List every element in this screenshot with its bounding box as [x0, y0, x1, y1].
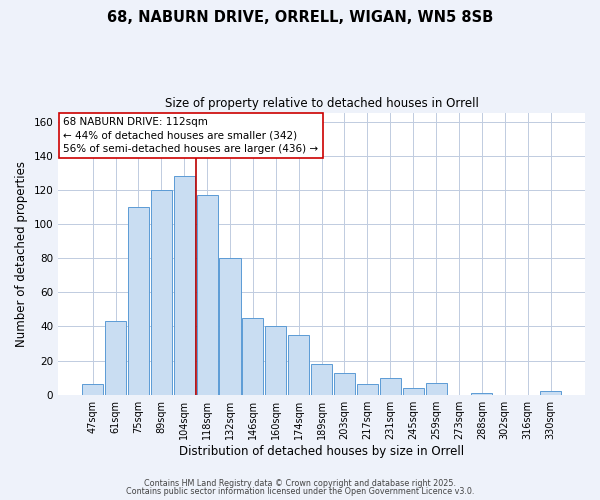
Title: Size of property relative to detached houses in Orrell: Size of property relative to detached ho… [164, 98, 479, 110]
Bar [173, 176, 195, 394]
Text: Contains HM Land Registry data © Crown copyright and database right 2025.: Contains HM Land Registry data © Crown c… [144, 478, 456, 488]
Bar [311, 364, 332, 394]
Bar [472, 393, 493, 394]
Bar [82, 384, 103, 394]
Bar [403, 388, 424, 394]
Bar [242, 318, 263, 394]
Text: 68 NABURN DRIVE: 112sqm
← 44% of detached houses are smaller (342)
56% of semi-d: 68 NABURN DRIVE: 112sqm ← 44% of detache… [64, 118, 319, 154]
Text: 68, NABURN DRIVE, ORRELL, WIGAN, WN5 8SB: 68, NABURN DRIVE, ORRELL, WIGAN, WN5 8SB [107, 10, 493, 25]
Bar [197, 195, 218, 394]
Bar [380, 378, 401, 394]
Y-axis label: Number of detached properties: Number of detached properties [15, 161, 28, 347]
Bar [334, 372, 355, 394]
Text: Contains public sector information licensed under the Open Government Licence v3: Contains public sector information licen… [126, 487, 474, 496]
Bar [357, 384, 378, 394]
Bar [540, 392, 561, 394]
X-axis label: Distribution of detached houses by size in Orrell: Distribution of detached houses by size … [179, 444, 464, 458]
Bar [425, 383, 446, 394]
Bar [128, 207, 149, 394]
Bar [151, 190, 172, 394]
Bar [220, 258, 241, 394]
Bar [265, 326, 286, 394]
Bar [288, 335, 309, 394]
Bar [105, 322, 126, 394]
